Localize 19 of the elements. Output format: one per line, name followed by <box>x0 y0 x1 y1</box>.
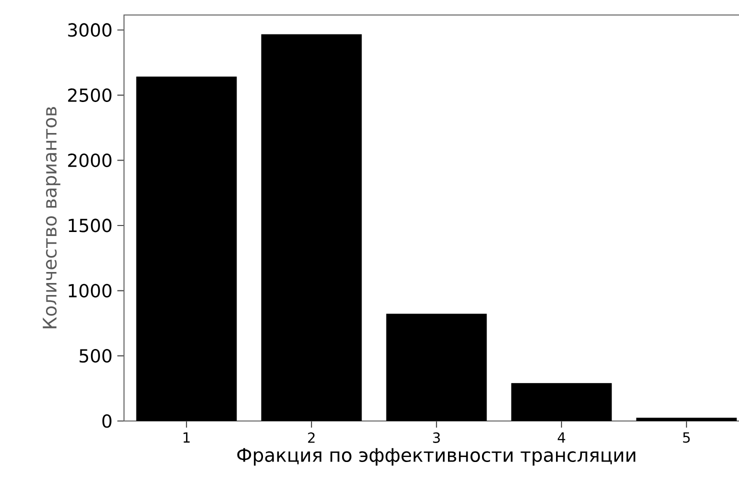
y-axis-title: Количество вариантов <box>42 107 60 328</box>
x-tick-label: 2 <box>308 432 315 443</box>
x-axis-title: Фракция по эффективности трансляции <box>237 448 636 466</box>
bar <box>136 76 237 421</box>
bar <box>261 34 362 421</box>
bar <box>511 383 612 421</box>
y-tick-label: 1000 <box>68 284 112 298</box>
x-tick-label: 3 <box>433 432 440 443</box>
bar <box>386 314 487 421</box>
x-tick-label: 5 <box>683 432 690 443</box>
y-tick-label: 0 <box>102 414 112 428</box>
x-tick-label: 1 <box>184 432 190 443</box>
y-tick-label: 2000 <box>68 154 112 168</box>
bar <box>636 418 737 421</box>
y-tick-label: 3000 <box>68 23 112 37</box>
y-tick-label: 500 <box>80 349 112 363</box>
y-tick-label: 1500 <box>68 218 112 232</box>
y-tick-label: 2500 <box>68 88 112 102</box>
x-tick-label: 4 <box>558 432 566 443</box>
